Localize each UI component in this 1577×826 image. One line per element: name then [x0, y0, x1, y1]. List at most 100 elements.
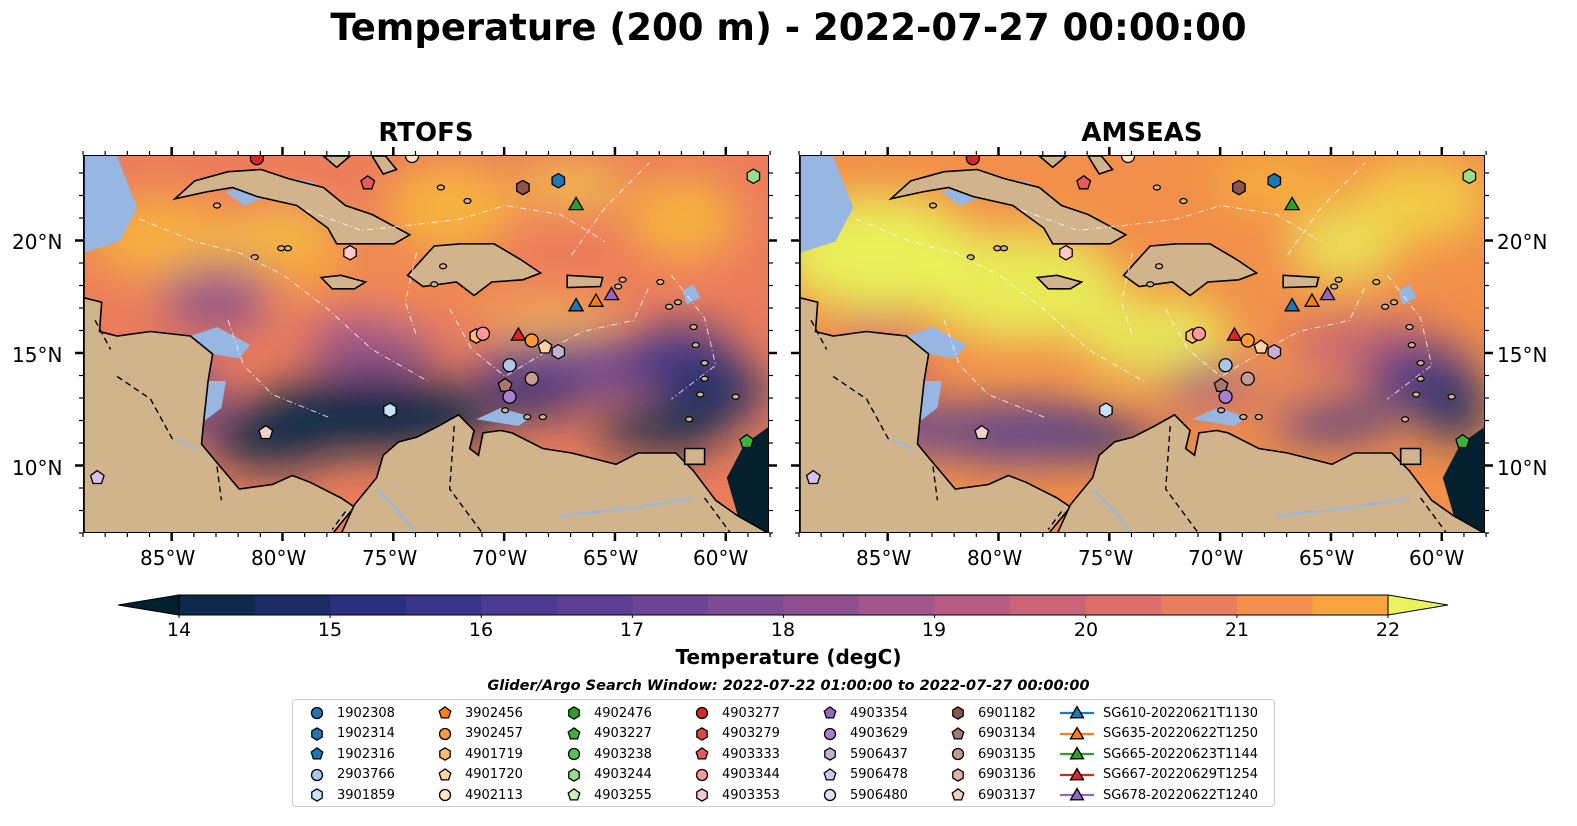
legend-marker[interactable]: [695, 747, 709, 760]
float-marker-SG635-20220622T1250[interactable]: [587, 292, 605, 307]
float-marker-4903227[interactable]: [1455, 433, 1471, 449]
legend-marker[interactable]: [1069, 787, 1085, 801]
legend-marker[interactable]: [1069, 725, 1085, 739]
float-marker-SG635-20220622T1250[interactable]: [1303, 292, 1321, 307]
legend-marker[interactable]: [695, 706, 709, 720]
legend-marker[interactable]: [310, 706, 324, 720]
legend-marker[interactable]: [823, 767, 837, 781]
legend-swatch: [567, 726, 581, 740]
island: [1416, 375, 1425, 382]
legend-label: 4901720: [465, 767, 523, 782]
float-marker-3902457[interactable]: [1240, 333, 1255, 348]
float-marker-4903333[interactable]: [360, 174, 376, 190]
float-marker-5906437[interactable]: [551, 343, 566, 360]
legend-marker[interactable]: [438, 767, 452, 781]
float-marker-4902113[interactable]: [1120, 156, 1136, 164]
legend-marker[interactable]: [310, 747, 324, 760]
legend-item-4903227: 4903227: [560, 724, 652, 744]
float-marker-4903353[interactable]: [343, 244, 357, 261]
float-marker-4903344[interactable]: [475, 326, 491, 341]
float-marker-6903137[interactable]: [258, 424, 274, 440]
legend-label: 1902316: [337, 746, 395, 762]
legend-label: 5906478: [850, 767, 908, 782]
float-marker-SG667-20220629T1254[interactable]: [510, 326, 527, 341]
legend-marker[interactable]: [439, 747, 451, 761]
legend-marker[interactable]: [823, 706, 837, 719]
float-marker-4901720[interactable]: [1253, 339, 1269, 354]
legend-marker[interactable]: [1069, 746, 1085, 760]
legend-marker[interactable]: [567, 726, 581, 740]
float-marker-6903137[interactable]: [974, 424, 990, 440]
float-marker-4903353[interactable]: [1059, 244, 1073, 261]
legend-marker[interactable]: [1069, 705, 1085, 719]
float-marker-4903344[interactable]: [1191, 326, 1207, 341]
rtofs-map[interactable]: [83, 155, 769, 533]
legend-marker[interactable]: [568, 767, 580, 782]
float-marker-6903135[interactable]: [524, 371, 539, 386]
float-marker-3901859[interactable]: [1099, 402, 1113, 419]
float-marker-3901859[interactable]: [383, 402, 397, 419]
float-marker-4903277[interactable]: [249, 156, 265, 166]
island: [463, 197, 472, 205]
legend-marker[interactable]: [695, 768, 709, 781]
land-mass: [566, 274, 604, 289]
float-marker-1902314[interactable]: [1267, 172, 1282, 189]
lon-tick-label: 60°W: [1409, 546, 1465, 570]
legend-swatch: [824, 747, 836, 761]
colorbar-segment: [556, 595, 633, 615]
float-marker-SG665-20220623T1144[interactable]: [1283, 196, 1301, 211]
legend-marker[interactable]: [567, 747, 581, 761]
float-marker-1902314[interactable]: [551, 172, 566, 189]
legend-marker[interactable]: [951, 788, 965, 801]
legend-marker[interactable]: [438, 706, 452, 719]
float-marker-2903766[interactable]: [502, 358, 517, 373]
float-marker-4903277[interactable]: [965, 156, 981, 166]
amseas-map[interactable]: [799, 155, 1485, 533]
legend-marker[interactable]: [311, 788, 323, 802]
float-marker-4901720[interactable]: [537, 339, 553, 354]
float-marker-4903244[interactable]: [746, 168, 761, 185]
island: [523, 413, 532, 421]
float-marker-SG667-20220629T1254[interactable]: [1226, 326, 1243, 341]
float-marker-3902457[interactable]: [524, 333, 539, 348]
float-marker-4903629[interactable]: [1218, 389, 1233, 404]
legend-marker[interactable]: [952, 767, 964, 782]
legend-marker[interactable]: [567, 788, 581, 801]
float-marker-SG678-20220622T1240[interactable]: [603, 286, 620, 301]
legend-marker[interactable]: [951, 747, 965, 761]
legend-marker[interactable]: [951, 726, 965, 740]
float-marker-4903333[interactable]: [1076, 174, 1092, 190]
island: [665, 303, 674, 310]
legend-marker[interactable]: [696, 726, 708, 741]
float-marker-4902113[interactable]: [404, 156, 420, 164]
float-marker-4903227[interactable]: [739, 433, 755, 449]
legend-item-4903277: 4903277: [688, 703, 780, 723]
float-marker-2903766[interactable]: [1218, 358, 1233, 373]
legend-marker[interactable]: [438, 788, 452, 802]
float-marker-SG678-20220622T1240[interactable]: [1319, 286, 1336, 301]
float-marker-4903244[interactable]: [1462, 168, 1477, 185]
float-marker-5906478[interactable]: [89, 469, 105, 485]
legend-marker[interactable]: [438, 727, 452, 740]
legend-swatch: [439, 747, 451, 761]
float-marker-6903135[interactable]: [1240, 371, 1255, 386]
legend-marker[interactable]: [696, 788, 708, 802]
legend-marker[interactable]: [311, 726, 323, 741]
float-marker-5906478[interactable]: [805, 469, 821, 485]
legend-label: 4903353: [722, 787, 780, 803]
float-marker-4903629[interactable]: [502, 389, 517, 404]
legend-marker[interactable]: [310, 768, 324, 781]
legend-marker[interactable]: [952, 706, 964, 720]
float-marker-SG610-20220621T1130[interactable]: [1283, 297, 1301, 312]
legend-marker[interactable]: [823, 727, 837, 740]
float-marker-5906437[interactable]: [1267, 343, 1282, 360]
float-marker-SG610-20220621T1130[interactable]: [567, 297, 585, 312]
float-marker-6901182[interactable]: [1232, 179, 1246, 196]
legend-marker[interactable]: [1069, 766, 1085, 780]
legend-marker[interactable]: [824, 747, 836, 761]
colorbar-extend-low: [118, 594, 180, 616]
legend-marker[interactable]: [568, 706, 580, 720]
legend-marker[interactable]: [823, 788, 837, 802]
float-marker-SG665-20220623T1144[interactable]: [567, 196, 585, 211]
float-marker-6901182[interactable]: [516, 179, 530, 196]
